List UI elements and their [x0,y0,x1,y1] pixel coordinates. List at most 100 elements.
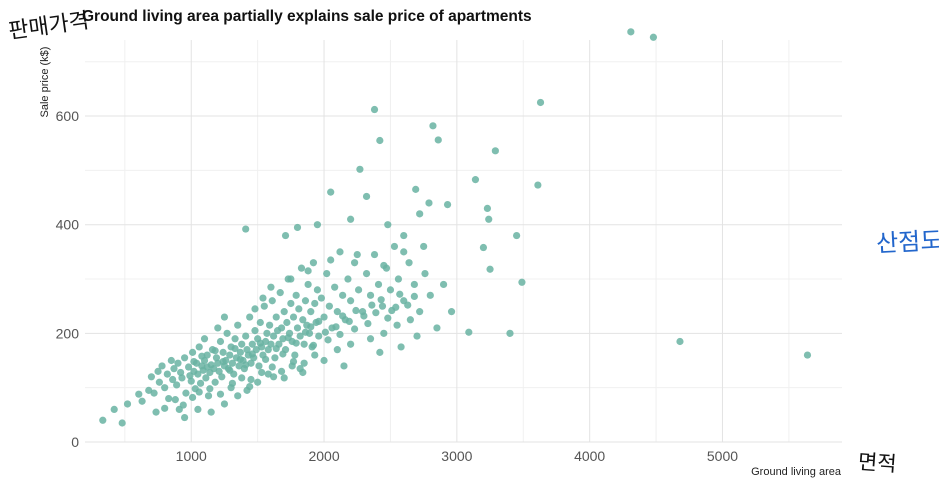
data-point [269,373,278,381]
data-point [362,192,371,201]
data-point [181,354,189,362]
data-point [534,181,542,189]
data-point [336,330,344,339]
grid-lines [85,40,842,443]
data-point [400,248,408,256]
data-point [238,374,246,382]
data-point [243,346,251,354]
data-point [447,308,456,316]
data-point [236,355,244,364]
data-point [242,361,250,369]
data-point [220,313,229,321]
data-point [211,347,219,355]
data-point [360,312,368,320]
data-point [309,259,318,267]
data-point [171,396,179,404]
data-point [207,408,215,416]
data-point [416,210,424,218]
y-tick-label: 200 [56,325,80,341]
data-point [272,344,280,353]
data-point [307,323,315,331]
data-point [198,352,206,360]
data-point [412,185,420,193]
data-point [242,332,250,340]
data-point [339,312,347,320]
data-point [347,297,355,305]
data-point [216,390,225,398]
data-point [392,303,400,311]
data-point [165,394,173,403]
data-point [258,368,266,377]
data-point [263,329,271,337]
data-point [234,321,242,329]
x-tick-label: 3000 [441,448,472,464]
data-point [161,384,169,392]
data-point [344,275,352,283]
data-point [339,291,347,299]
data-point [231,344,239,353]
data-point [173,381,181,389]
data-point [299,368,307,377]
data-point [200,335,209,343]
data-point [356,165,364,173]
data-point [214,324,222,332]
data-point [325,302,333,310]
data-point [260,302,268,310]
data-point [194,370,202,378]
data-point [188,348,197,356]
data-points [99,28,812,427]
data-point [311,299,319,308]
data-point [248,340,256,348]
data-point [410,292,418,301]
data-point [276,289,284,297]
data-point [247,375,255,384]
data-point [309,341,318,349]
data-point [384,221,392,229]
data-point [235,362,243,370]
data-point [368,301,376,309]
data-point [254,378,262,386]
data-point [194,405,202,414]
data-point [676,337,684,346]
data-point [465,328,473,336]
data-point [627,28,635,36]
data-point [300,340,308,348]
data-point [327,256,335,264]
data-point [277,367,286,375]
data-point [118,419,126,427]
data-point [332,323,340,331]
data-point [99,416,107,424]
data-point [246,313,254,321]
data-point [293,223,302,232]
data-point [313,286,322,294]
data-point [300,359,308,367]
data-point [187,377,195,385]
data-point [292,291,300,299]
data-point [179,401,187,409]
data-point [190,358,198,366]
data-point [291,351,299,359]
data-point [204,392,213,400]
data-point [486,265,494,273]
data-point [268,297,276,305]
data-point [347,215,355,223]
data-point [228,359,237,367]
data-point [219,348,227,356]
data-point [366,291,375,299]
data-point [483,204,492,213]
data-point [350,325,359,333]
data-point [296,332,304,340]
data-point [307,308,315,316]
data-point [352,306,360,315]
data-point [293,324,302,332]
data-point [218,373,226,381]
data-point [251,305,259,313]
data-point [377,296,385,304]
data-point [289,313,298,321]
data-point [485,215,493,223]
data-point [406,316,414,324]
data-point [380,329,388,337]
data-point [266,321,274,329]
data-point [228,379,237,387]
data-point [331,283,339,291]
